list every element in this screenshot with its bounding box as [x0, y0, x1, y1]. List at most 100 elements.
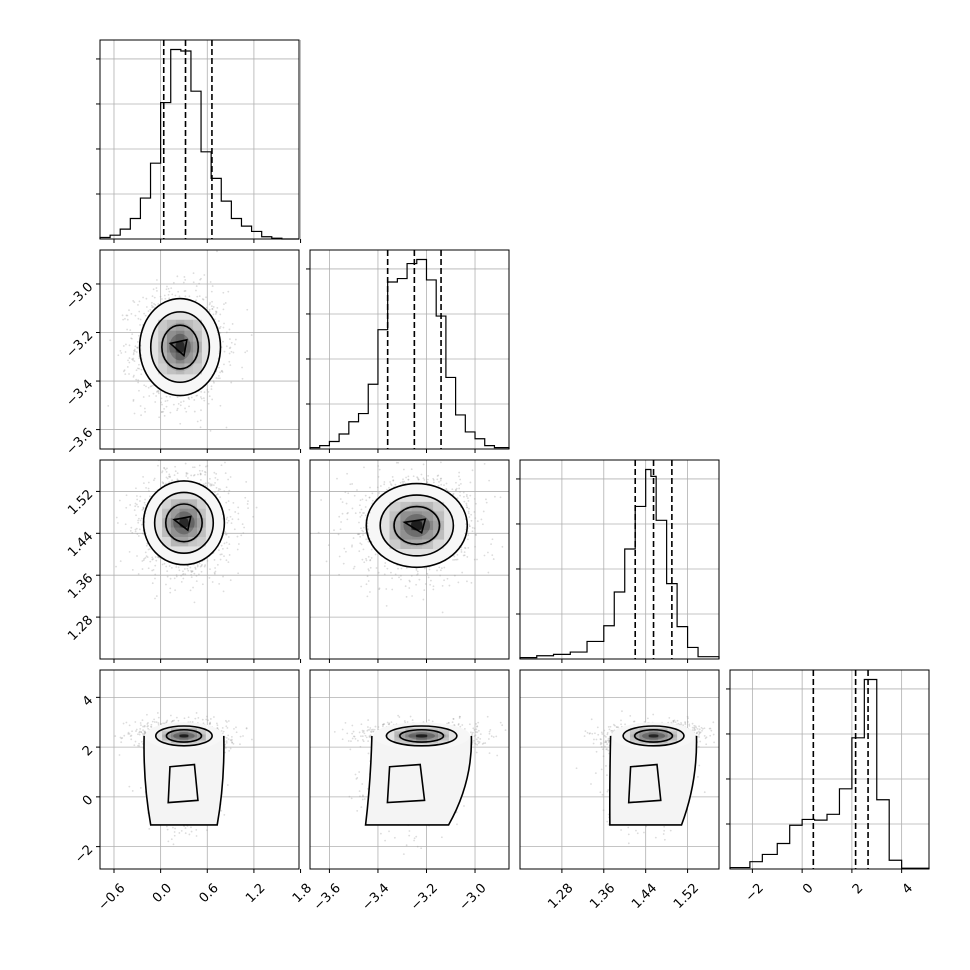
- sample-point: [139, 324, 141, 326]
- sample-point: [344, 491, 347, 494]
- density-cell: [433, 511, 445, 521]
- sample-point: [232, 742, 235, 745]
- sample-point: [143, 501, 146, 504]
- sample-point: [147, 386, 150, 389]
- sample-point: [415, 569, 418, 571]
- sample-point: [237, 572, 240, 575]
- sample-point: [223, 542, 226, 545]
- sample-point: [471, 526, 474, 529]
- sample-point: [142, 396, 145, 398]
- sample-point: [467, 512, 470, 515]
- sample-point: [136, 346, 139, 349]
- sample-point: [170, 566, 173, 569]
- sample-point: [137, 517, 140, 520]
- sample-point: [378, 492, 380, 494]
- sample-point: [148, 495, 151, 498]
- sample-point: [165, 395, 168, 398]
- sample-point: [142, 506, 145, 509]
- sample-point: [218, 327, 220, 329]
- sample-point: [141, 532, 144, 535]
- sample-point: [142, 507, 145, 510]
- sample-point: [134, 528, 137, 531]
- sample-point: [151, 444, 153, 446]
- sample-point: [137, 379, 140, 381]
- sample-point: [369, 566, 372, 569]
- sample-point: [132, 357, 135, 360]
- sample-point: [140, 368, 143, 371]
- sample-point: [201, 470, 204, 472]
- density-cell: [184, 352, 194, 364]
- sample-point: [383, 483, 386, 486]
- sample-point: [338, 555, 341, 558]
- sample-point: [186, 567, 189, 570]
- sample-point: [453, 555, 456, 558]
- sample-point: [185, 473, 188, 475]
- sample-point: [224, 302, 227, 304]
- sample-point: [407, 478, 410, 481]
- sample-point: [211, 308, 214, 310]
- sample-point: [223, 322, 225, 325]
- density-cell: [170, 508, 180, 519]
- sample-point: [147, 567, 150, 570]
- sample-point: [195, 394, 198, 397]
- sample-point: [471, 530, 474, 533]
- histogram-step: [99, 48, 299, 240]
- sample-point: [181, 573, 184, 576]
- sample-point: [199, 473, 202, 476]
- sample-point: [162, 482, 164, 485]
- sample-point: [151, 582, 154, 585]
- sample-point: [252, 515, 255, 518]
- sample-point: [133, 350, 136, 353]
- sample-point: [206, 465, 209, 467]
- sample-point: [142, 507, 145, 509]
- density-cell: [184, 319, 194, 331]
- sample-point: [361, 529, 363, 532]
- sample-point: [139, 405, 142, 407]
- sample-point: [436, 478, 439, 481]
- sample-point: [210, 290, 213, 293]
- sample-point: [144, 498, 146, 501]
- sample-point: [163, 562, 166, 565]
- density-cell: [170, 499, 180, 509]
- sample-point: [325, 560, 328, 563]
- sample-point: [175, 574, 178, 576]
- sample-point: [193, 399, 196, 401]
- sample-point: [468, 516, 471, 518]
- sample-point: [142, 559, 145, 562]
- sample-point: [353, 565, 356, 568]
- sample-point: [137, 535, 140, 537]
- sample-point: [128, 344, 131, 347]
- sample-point: [220, 464, 223, 467]
- sample-point: [474, 517, 477, 520]
- sample-point: [203, 399, 206, 402]
- sample-point: [400, 578, 402, 581]
- sample-point: [144, 410, 147, 413]
- density-cell: [400, 539, 412, 550]
- sample-point: [452, 492, 455, 495]
- sample-point: [354, 512, 357, 515]
- sample-point: [122, 722, 125, 725]
- density-cell: [193, 352, 202, 364]
- sample-point: [228, 508, 231, 511]
- sample-point: [385, 588, 388, 590]
- sample-point: [193, 601, 196, 604]
- sample-point: [388, 486, 390, 489]
- sample-point: [190, 573, 193, 576]
- sample-point: [229, 364, 232, 367]
- contour-line: [168, 338, 188, 358]
- contour-line: [153, 491, 215, 555]
- sample-point: [190, 570, 192, 572]
- sample-point: [198, 573, 200, 576]
- contour-line: [402, 518, 427, 535]
- sample-point: [219, 404, 222, 407]
- sample-point: [199, 426, 202, 429]
- sample-point: [410, 574, 413, 577]
- sample-point: [226, 721, 228, 723]
- density-cell: [433, 539, 445, 550]
- histogram-panel-1: [306, 249, 510, 453]
- sample-point: [228, 543, 231, 546]
- sample-point: [456, 558, 459, 561]
- sample-point: [218, 377, 221, 380]
- sample-point: [151, 556, 154, 559]
- sample-point: [218, 375, 220, 377]
